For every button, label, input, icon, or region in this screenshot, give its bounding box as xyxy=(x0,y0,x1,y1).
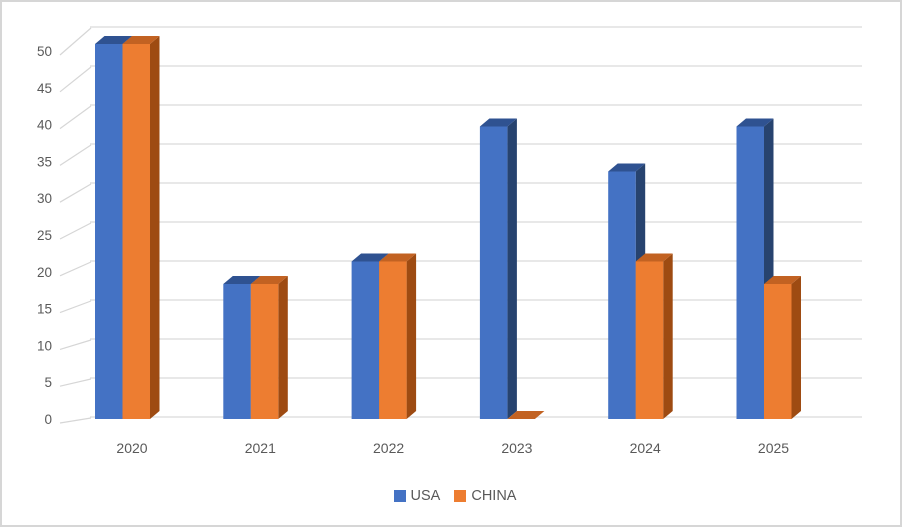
legend-item-china[interactable]: CHINA xyxy=(454,488,516,504)
bar-top-face xyxy=(95,36,132,44)
chart-legend: USA CHINA xyxy=(2,488,900,504)
y-axis-label: 5 xyxy=(44,375,52,390)
y-axis-tick xyxy=(59,144,92,166)
y-axis-tick xyxy=(59,183,92,203)
y-axis-label: 25 xyxy=(37,228,52,243)
legend-label-usa: USA xyxy=(410,488,441,504)
bar-side-face xyxy=(791,276,801,419)
bar-top-face xyxy=(379,253,417,262)
y-axis-tick xyxy=(59,66,92,93)
bar-china-2025[interactable] xyxy=(764,276,801,419)
bar-front-face xyxy=(379,261,407,419)
bar-side-face xyxy=(278,276,288,419)
legend-swatch-china xyxy=(454,490,467,502)
bar-front-face xyxy=(95,44,123,419)
y-axis-label: 40 xyxy=(37,118,52,133)
bar-top-face xyxy=(351,253,389,262)
y-axis-tick xyxy=(59,261,92,277)
bar-side-face xyxy=(406,253,417,419)
bar-top-face xyxy=(223,276,261,284)
bar-china-2022[interactable] xyxy=(379,253,417,420)
x-axis-label: 2021 xyxy=(245,440,276,456)
y-axis-label: 50 xyxy=(37,44,52,59)
bar-top-face xyxy=(479,118,517,127)
bar-side-face xyxy=(507,118,517,419)
y-axis-tick xyxy=(59,300,92,314)
legend-item-usa[interactable]: USA xyxy=(393,488,441,504)
bar-china-2020[interactable] xyxy=(122,36,160,419)
bar-front-face xyxy=(635,261,664,419)
bar-top-face xyxy=(608,163,646,172)
y-axis-tick xyxy=(59,27,92,56)
bar-front-face xyxy=(736,126,764,419)
y-axis-tick xyxy=(59,105,92,130)
y-axis-label: 15 xyxy=(37,302,52,317)
legend-label-china: CHINA xyxy=(471,488,517,504)
bar-top-face xyxy=(250,276,288,284)
x-axis-label: 2024 xyxy=(630,440,661,456)
y-axis-tick xyxy=(59,222,92,240)
legend-swatch-usa xyxy=(393,490,406,502)
y-axis-tick xyxy=(59,339,92,350)
bar-front-face xyxy=(764,284,792,419)
x-axis-label: 2023 xyxy=(501,440,532,456)
bar-side-face xyxy=(663,253,673,419)
x-axis-label: 2020 xyxy=(116,440,147,456)
bar-china-2023[interactable] xyxy=(507,411,545,419)
bar-front-face xyxy=(479,126,508,419)
bar-front-face xyxy=(122,44,150,419)
y-axis-label: 10 xyxy=(37,338,52,353)
y-axis-label: 45 xyxy=(37,81,52,96)
bar-top-face xyxy=(122,36,160,44)
bar-front-face xyxy=(223,284,251,419)
y-axis-tick xyxy=(59,417,92,424)
y-axis-label: 0 xyxy=(44,412,52,427)
bar-top-face xyxy=(507,411,545,419)
bar-top-face xyxy=(736,118,774,127)
bar-china-2021[interactable] xyxy=(250,276,288,419)
y-axis-label: 30 xyxy=(37,191,52,206)
bar-side-face xyxy=(150,36,160,419)
bar-front-face xyxy=(250,284,279,419)
y-axis-label: 20 xyxy=(37,265,52,280)
bar-top-face xyxy=(764,276,801,284)
bar-usa-2023[interactable] xyxy=(479,118,517,420)
y-axis-tick xyxy=(59,378,92,387)
bar-china-2024[interactable] xyxy=(635,253,673,420)
y-axis-label: 35 xyxy=(37,154,52,169)
bar-front-face xyxy=(608,171,636,419)
x-axis-label: 2025 xyxy=(758,440,789,456)
bar-front-face xyxy=(351,261,380,419)
bar-top-face xyxy=(635,253,673,262)
x-axis-label: 2022 xyxy=(373,440,404,456)
